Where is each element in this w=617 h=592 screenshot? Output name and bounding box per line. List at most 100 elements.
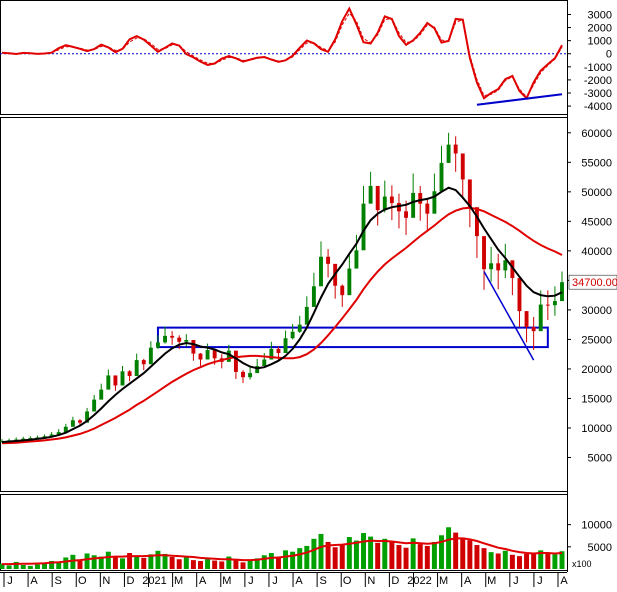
volume-bar [297,548,303,569]
volume-bar [190,560,196,569]
price-candle-body [241,371,245,378]
volume-bar [155,550,161,569]
volume-bar [63,557,69,569]
volume-bar [6,565,12,569]
price-candle-body [489,263,494,270]
price-candle-body [92,399,97,412]
osc-axis-tick-label: -3000 [584,88,612,100]
price-candle-body [510,260,515,279]
price-axis-tick-label: 15000 [581,393,612,405]
x-axis-tick-label: A [199,575,207,587]
price-candle-body [418,193,423,204]
ma-long-line [1,206,563,445]
price-candle-body [340,285,345,296]
x-axis: J A S O N D 2021 M A M J J A S O N D 2022 M A M J J A [0,572,568,587]
price-candle-body [290,331,295,339]
price-candle-body [453,144,458,154]
price-candle-body [78,420,82,423]
ma-short-line [1,186,563,444]
price-candle-body [113,375,118,386]
osc-axis-tick-label: -2000 [584,75,612,87]
price-candle-body [397,203,401,212]
x-axis-tick-label: J [513,575,519,587]
volume-bar [105,551,111,569]
price-candle-body [148,347,153,365]
volume-bar [502,550,508,569]
volume-bar [70,554,76,569]
price-candle-body [304,306,309,325]
price-axis-tick-label: 60000 [581,128,612,140]
price-candle-body [319,256,323,287]
price-candle-body [212,350,217,359]
panel-frames [0,0,568,572]
price-candle-body [226,350,231,362]
price-candle-body [326,256,331,264]
volume-bar [538,550,544,569]
volume-axis-tick-label: 5000 [588,542,612,554]
volume-bar [516,556,522,569]
osc-axis-tick-label: 3000 [588,9,612,21]
volume-bar [353,540,359,569]
price-candle-body [99,389,104,400]
price-candle-body [347,268,352,296]
price-candle-body [134,360,139,377]
volume-bar [495,553,501,569]
price-candle-body [382,196,387,211]
price-candle-body [460,153,465,180]
price-candle-body [404,211,408,218]
volume-bar [34,564,40,569]
price-candle-body [70,420,75,427]
price-candle-body [106,375,111,390]
volume-bar [460,537,466,569]
volume-bar [205,557,211,569]
volume-bar [311,538,317,569]
price-candle-body [184,340,189,342]
volume-bar [13,561,19,569]
volume-bar [325,541,331,569]
volume-bar [98,556,104,569]
price-candle-body [439,162,444,192]
price-candle-body [42,436,47,438]
volume-bar [169,557,175,569]
price-axis-tick-label: 10000 [581,423,612,435]
price-candle-body [177,337,182,342]
price-candle-body [28,438,33,440]
x-axis-tick-label: A [464,575,472,587]
volume-bar [183,556,189,569]
price-candle-body [354,250,359,269]
x-axis-tick-label: J [272,575,278,587]
price-candle-body [474,207,479,237]
price-axis-tick-label: 5000 [588,452,612,464]
volume-bar [42,562,48,569]
price-candle-body [375,185,380,211]
price-axis-tick-label: 30000 [581,305,612,317]
price-candle-body [552,301,557,306]
price-axis-tick-label: 55000 [581,157,612,169]
volume-bar [254,558,260,569]
x-axis-tick-label: M [439,575,448,587]
x-axis-tick-label: N [102,575,110,587]
price-candle-body [63,426,68,433]
price-candle-body [127,371,132,377]
price-candle-body [311,286,316,307]
osc-main-line [1,6,563,100]
osc-axis-tick-label: -1000 [584,62,612,74]
volume-bar [403,547,409,569]
volume-bar [219,561,225,569]
price-candle-body [269,348,274,360]
price-axis-tick-label: 45000 [581,216,612,228]
volume-bar [545,553,551,569]
volume-bar [141,557,147,569]
volume-bar [134,555,140,569]
price-axis-tick-label: 20000 [581,364,612,376]
volume-bar [84,553,90,569]
x-axis-tick-label: J [537,575,543,587]
price-candle-body [496,263,501,271]
volume-bar [27,565,33,569]
x-axis-tick-label: O [78,575,87,587]
volume-bar [0,563,5,569]
price-candle-body [276,348,281,353]
volume-bar [481,548,487,569]
x-axis-tick-label: A [560,575,568,587]
price-candle-body [545,304,550,306]
